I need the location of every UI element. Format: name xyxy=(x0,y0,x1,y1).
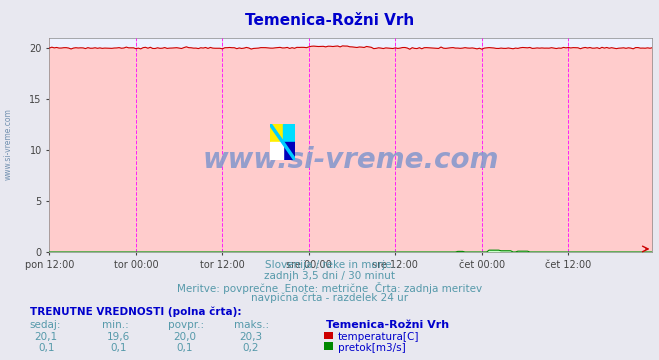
Text: pretok[m3/s]: pretok[m3/s] xyxy=(338,343,406,353)
Bar xyxy=(270,124,283,142)
Bar xyxy=(270,142,283,160)
Text: zadnjh 3,5 dni / 30 minut: zadnjh 3,5 dni / 30 minut xyxy=(264,271,395,281)
Text: 0,1: 0,1 xyxy=(38,343,55,353)
Text: 20,0: 20,0 xyxy=(173,332,196,342)
Text: 0,2: 0,2 xyxy=(242,343,259,353)
Text: 20,3: 20,3 xyxy=(239,332,262,342)
Text: Meritve: povprečne  Enote: metrične  Črta: zadnja meritev: Meritve: povprečne Enote: metrične Črta:… xyxy=(177,282,482,293)
Text: sedaj:: sedaj: xyxy=(30,320,61,330)
Text: min.:: min.: xyxy=(102,320,129,330)
Bar xyxy=(283,142,295,160)
Text: navpična črta - razdelek 24 ur: navpična črta - razdelek 24 ur xyxy=(251,292,408,303)
Text: www.si-vreme.com: www.si-vreme.com xyxy=(203,146,499,174)
Text: 0,1: 0,1 xyxy=(110,343,127,353)
Text: www.si-vreme.com: www.si-vreme.com xyxy=(4,108,13,180)
Text: Temenica-Rožni Vrh: Temenica-Rožni Vrh xyxy=(245,13,414,28)
Text: 20,1: 20,1 xyxy=(34,332,58,342)
Text: povpr.:: povpr.: xyxy=(168,320,204,330)
Text: 0,1: 0,1 xyxy=(176,343,193,353)
Text: maks.:: maks.: xyxy=(234,320,269,330)
Text: Slovenija / reke in morje.: Slovenija / reke in morje. xyxy=(264,260,395,270)
Text: temperatura[C]: temperatura[C] xyxy=(338,332,420,342)
Text: TRENUTNE VREDNOSTI (polna črta):: TRENUTNE VREDNOSTI (polna črta): xyxy=(30,307,241,317)
Text: 19,6: 19,6 xyxy=(107,332,130,342)
Text: Temenica-Rožni Vrh: Temenica-Rožni Vrh xyxy=(326,320,449,330)
Bar xyxy=(283,124,295,142)
